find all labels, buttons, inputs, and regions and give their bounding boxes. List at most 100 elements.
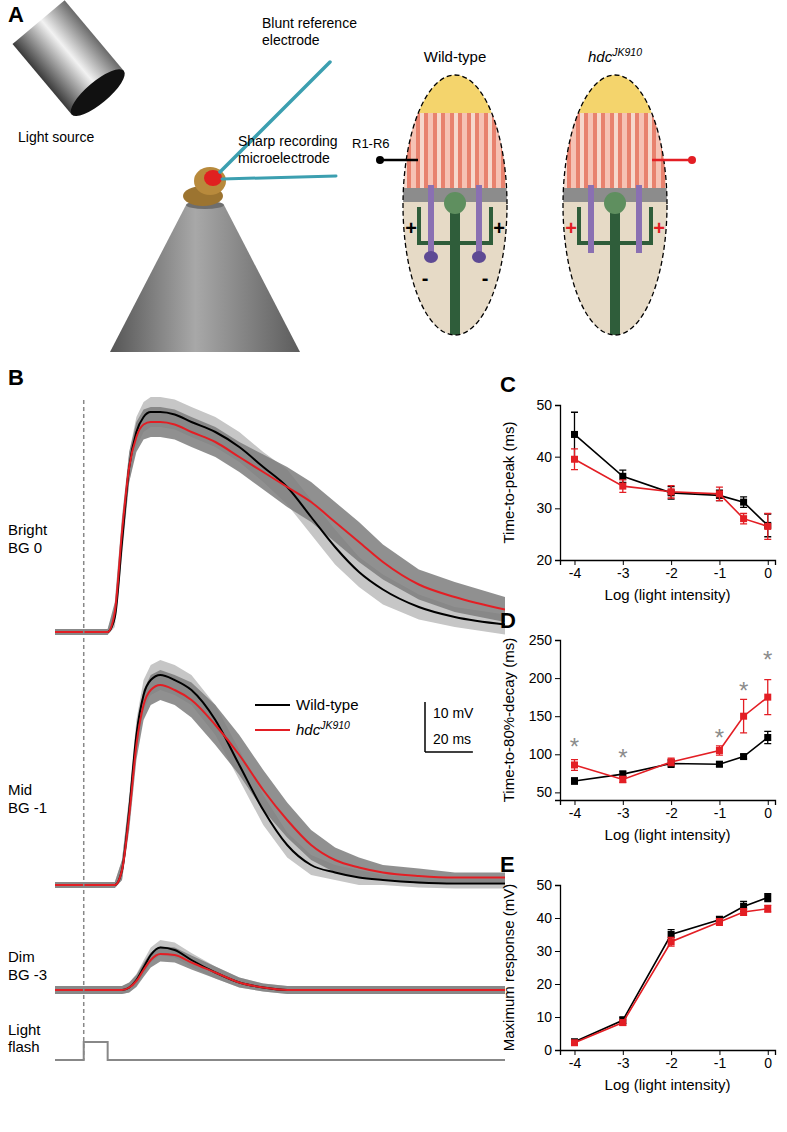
photoreceptor <box>567 113 580 188</box>
photoreceptor-axon <box>636 185 642 253</box>
error-bar <box>740 497 747 507</box>
data-point <box>571 1039 578 1046</box>
photoreceptor <box>475 113 488 188</box>
y-axis-title: Maximum response (mV) <box>500 884 517 1052</box>
data-point <box>571 456 578 463</box>
y-tick-mark <box>555 754 560 755</box>
lamina <box>563 202 667 335</box>
y-tick: 20 <box>536 976 560 992</box>
eye-label: Wild-type <box>424 48 487 65</box>
y-tick-mark <box>555 457 560 458</box>
reference-electrode-label: Blunt reference <box>262 15 357 31</box>
y-tick: 50 <box>536 397 560 413</box>
photoreceptor-core <box>479 113 484 188</box>
data-point <box>716 918 723 925</box>
retina <box>403 113 507 188</box>
name-italic: hdc <box>296 721 321 738</box>
y-tick-label: 150 <box>529 708 553 724</box>
data-point <box>716 761 723 768</box>
series-line <box>574 459 767 526</box>
photoreceptor <box>424 113 437 188</box>
wt-electrode-tip <box>376 156 384 164</box>
recording-electrode-label: microelectrode <box>238 150 330 166</box>
error-bar <box>668 758 675 766</box>
y-tick-label: 10 <box>536 1009 552 1025</box>
y-axis: 50100150200250 <box>529 632 561 801</box>
error-bar <box>571 778 578 784</box>
data-point <box>740 909 747 916</box>
scale-bar-x-label: 20 ms <box>433 731 471 747</box>
data-point <box>740 713 747 720</box>
panel-letter: C <box>500 372 516 397</box>
y-tick-mark <box>555 951 560 952</box>
series-line <box>574 909 767 1043</box>
data-point <box>571 761 578 768</box>
data-point <box>571 431 578 438</box>
recording-electrode-label: Sharp recording <box>238 133 338 149</box>
y-tick-mark <box>555 678 560 679</box>
photoreceptor-axon <box>428 185 434 253</box>
significance-marker: * <box>570 733 579 760</box>
hdc-electrode <box>652 159 690 162</box>
x-tick: 0 <box>764 800 772 821</box>
y-axis-line <box>555 406 561 561</box>
sem-band <box>55 670 505 888</box>
plot-marks <box>571 894 771 1047</box>
panel-letter: A <box>8 2 24 27</box>
eye-outline <box>563 75 667 335</box>
error-bar <box>571 449 578 470</box>
data-point <box>740 515 747 522</box>
x-axis-title: Log (light intensity) <box>605 826 731 843</box>
x-tick: -4 <box>569 1050 582 1071</box>
y-tick-label: 250 <box>529 632 553 648</box>
y-tick: 40 <box>536 910 560 926</box>
name-italic: hdc <box>588 48 613 65</box>
x-tick: -1 <box>714 1050 727 1071</box>
y-tick-mark <box>555 560 560 561</box>
light-source-label: Light source <box>18 129 94 145</box>
x-tick-label: -2 <box>665 805 678 821</box>
light-flash <box>55 1042 505 1060</box>
photoreceptor-core <box>428 113 433 188</box>
trace-marks <box>55 660 505 889</box>
wt-electrode <box>382 159 418 162</box>
x-tick: -1 <box>714 560 727 581</box>
x-tick-label: 0 <box>764 565 772 581</box>
photoreceptor-core <box>639 113 644 188</box>
y-tick: 200 <box>529 670 560 686</box>
legend-swatch <box>255 729 290 731</box>
sem-band <box>55 947 505 995</box>
flash-onset <box>83 400 85 1060</box>
error-bar <box>668 486 675 498</box>
eye <box>403 75 507 335</box>
y-tick: 30 <box>536 943 560 959</box>
y-tick-label: 40 <box>536 910 552 926</box>
photoreceptor <box>492 113 505 188</box>
data-point <box>668 488 675 495</box>
data-point <box>571 777 578 784</box>
recording-electrode <box>222 176 336 179</box>
photoreceptor-core <box>571 113 576 188</box>
photoreceptor-core <box>411 113 416 188</box>
y-tick-label: 200 <box>529 670 553 686</box>
y-tick-label: 50 <box>536 397 552 413</box>
x-tick: -2 <box>665 800 678 821</box>
reference-electrode-label: electrode <box>262 32 320 48</box>
data-point <box>571 1038 578 1045</box>
error-bar <box>740 699 747 733</box>
synapse-sign: + <box>405 217 417 239</box>
data-point <box>619 1019 626 1026</box>
y-tick-label: 40 <box>536 449 552 465</box>
y-tick-mark <box>555 918 560 919</box>
reference-electrode <box>220 62 330 172</box>
y-tick-label: 100 <box>529 746 553 762</box>
condition-label: BG -1 <box>8 799 47 816</box>
photoreceptor <box>441 113 454 188</box>
y-tick-mark <box>555 405 560 406</box>
y-tick: 50 <box>536 877 560 893</box>
scale-bar-y <box>424 702 426 752</box>
plot-marks <box>571 412 771 539</box>
synapse-sign: - <box>422 267 429 289</box>
x-tick-label: 0 <box>764 1055 772 1071</box>
legend-swatch <box>255 704 290 706</box>
